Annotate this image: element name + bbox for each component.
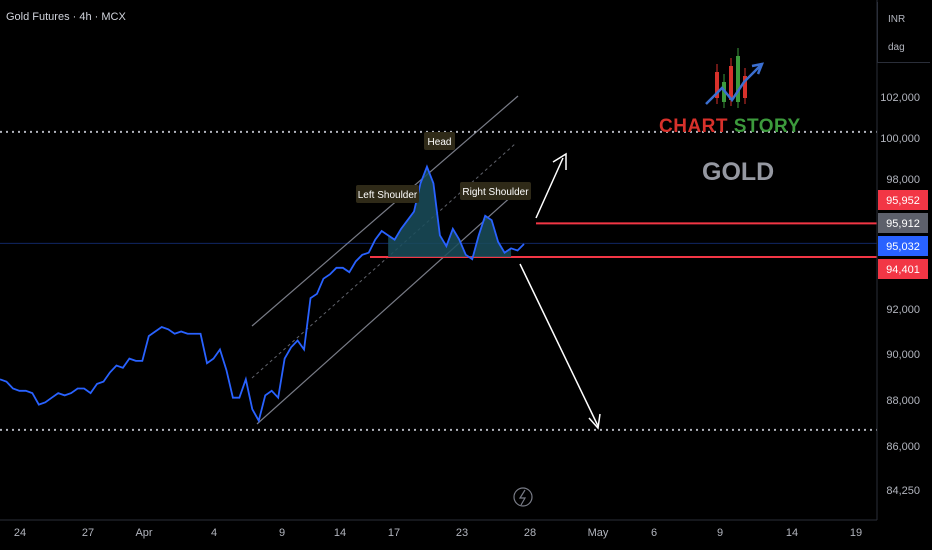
x-tick-label: 9 [279, 527, 285, 539]
y-tick-label: 84,250 [886, 485, 920, 497]
price-series [0, 164, 525, 424]
price-tag [878, 259, 928, 279]
x-tick-label: 4 [211, 527, 217, 539]
price-tag-label: 94,401 [886, 264, 920, 276]
left-shoulder-label: Left Shoulder [356, 185, 419, 203]
x-tick-label: 9 [717, 527, 723, 539]
symbol-watermark: GOLD [702, 158, 775, 186]
x-tick-label: 14 [786, 527, 798, 539]
y-tick-label: 88,000 [886, 395, 920, 407]
price-tag-label: 95,952 [886, 195, 920, 207]
price-line [0, 164, 525, 424]
y-tick-label: 86,000 [886, 441, 920, 453]
logo-text-story: STORY [733, 116, 801, 137]
head-label: Head [424, 132, 455, 150]
axes: 102,000 100,000 98,000 92,000 90,000 88,000 86… [0, 0, 920, 539]
x-tick-label: 27 [82, 527, 94, 539]
y-tick-label: 98,000 [886, 174, 920, 186]
x-tick-label: May [588, 527, 609, 539]
x-tick-label: 28 [524, 527, 536, 539]
logo-candles-icon [705, 48, 765, 108]
pattern-fill [388, 166, 512, 257]
price-tag-label: 95,032 [886, 241, 920, 253]
svg-text:Head: Head [428, 137, 452, 148]
x-tick-label: 14 [334, 527, 346, 539]
projection-arrows [519, 152, 601, 430]
price-tag [878, 236, 928, 256]
y-tick-label: 90,000 [886, 349, 920, 361]
price-tag [878, 190, 928, 210]
lightning-icon[interactable] [513, 487, 533, 507]
x-tick-label: Apr [135, 527, 152, 539]
x-tick-label: 24 [14, 527, 26, 539]
unit-selector[interactable]: INR dag [877, 2, 930, 63]
logo-text-chart: CHART [659, 116, 728, 137]
right-shoulder-label: Right Shoulder [460, 182, 531, 200]
unit-label: dag [888, 42, 905, 53]
svg-text:Left Shoulder: Left Shoulder [358, 190, 418, 201]
y-tick-label: 92,000 [886, 304, 920, 316]
rising-channel [251, 95, 524, 425]
x-tick-label: 17 [388, 527, 400, 539]
x-tick-label: 19 [850, 527, 862, 539]
svg-text:Right Shoulder: Right Shoulder [462, 187, 529, 198]
currency-label: INR [888, 14, 906, 25]
x-tick-label: 23 [456, 527, 468, 539]
chart-title: Gold Futures · 4h · MCX [6, 11, 126, 23]
price-labels: 95,952 95,912 95,032 94,401 [878, 190, 928, 279]
price-tag-label: 95,912 [886, 218, 920, 230]
price-tag [878, 213, 928, 233]
head-shoulders-pattern [388, 166, 512, 257]
x-tick-label: 6 [651, 527, 657, 539]
y-tick-label: 100,000 [880, 133, 920, 145]
y-tick-label: 102,000 [880, 92, 920, 104]
logo-text: CHART STORY [659, 116, 801, 138]
